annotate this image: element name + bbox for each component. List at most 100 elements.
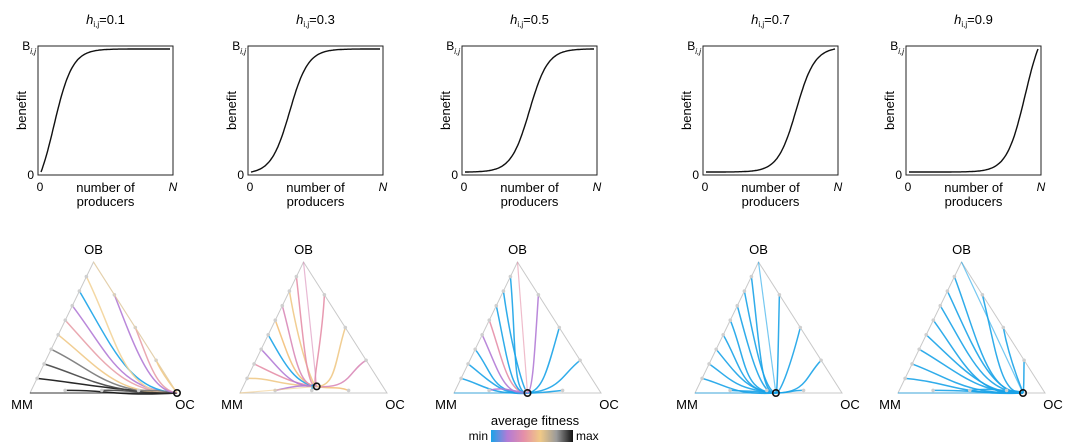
trajectory-start xyxy=(945,289,950,293)
trajectory-start xyxy=(473,347,478,352)
ymax-subscript: i,j xyxy=(695,47,701,56)
h-subscript: i,j xyxy=(758,20,764,29)
xlabel-line1: number of xyxy=(76,180,135,195)
trajectory xyxy=(316,327,347,388)
trajectory-start xyxy=(924,333,928,337)
trajectory-start xyxy=(819,358,823,363)
trajectory-start xyxy=(49,347,53,352)
trajectory-start xyxy=(721,333,725,337)
trajectory-start xyxy=(70,303,75,308)
xlabel-line1: number of xyxy=(741,180,800,195)
trajectory-start xyxy=(728,318,733,323)
trajectory-start xyxy=(980,293,985,297)
vertex-top-label: OB xyxy=(952,242,971,257)
trajectory-start xyxy=(917,347,921,352)
h-symbol: h xyxy=(296,12,303,27)
simplex-1: OB MM OC xyxy=(11,242,195,412)
trajectory xyxy=(495,305,528,394)
x0-label: 0 xyxy=(461,180,468,194)
equilibrium-point xyxy=(771,388,780,397)
h-value: =0.9 xyxy=(967,12,993,27)
ymax-subscript: i,j xyxy=(454,47,460,56)
y0-label: 0 xyxy=(451,168,458,182)
trajectory-start xyxy=(728,388,732,393)
xlabel-line1: number of xyxy=(286,180,345,195)
vertex-right-label: OC xyxy=(385,397,405,412)
h-subscript: i,j xyxy=(93,20,99,29)
trajectory-start xyxy=(938,303,943,308)
trajectory-start xyxy=(487,388,491,393)
h-symbol: h xyxy=(751,12,758,27)
xlabel-line2: producers xyxy=(287,194,345,209)
trajectory xyxy=(932,319,1024,394)
h-symbol: h xyxy=(86,12,93,27)
trajectory-start xyxy=(466,362,470,366)
trajectory xyxy=(316,359,367,388)
vertex-right-label: OC xyxy=(1043,397,1063,412)
trajectory xyxy=(775,327,802,394)
vertex-top-label: OB xyxy=(84,242,103,257)
trajectory-start xyxy=(910,362,914,366)
panel-title: hi,j=0.7 xyxy=(751,12,790,29)
trajectory-start xyxy=(735,303,740,308)
trajectory-start xyxy=(1001,325,1006,330)
trajectory-start xyxy=(798,325,803,330)
trajectory-start xyxy=(245,376,249,381)
ymax-letter: B xyxy=(22,39,30,53)
trajectory-start xyxy=(364,358,368,363)
trajectory-start xyxy=(100,388,104,393)
trajectory-start xyxy=(931,388,935,393)
trajectory-start xyxy=(952,274,957,279)
trajectory-start xyxy=(536,293,541,297)
h-subscript: i,j xyxy=(517,20,523,29)
trajectory xyxy=(527,294,540,394)
trajectory-start xyxy=(742,289,747,293)
ymax-subscript: i,j xyxy=(898,47,904,56)
trajectory-start xyxy=(931,318,936,323)
legend-min-label: min xyxy=(469,429,488,443)
trajectory-start xyxy=(707,362,711,366)
xlabel-line1: number of xyxy=(500,180,559,195)
trajectory-start xyxy=(84,274,89,279)
trajectory xyxy=(527,359,581,394)
edge-flow xyxy=(302,261,318,387)
simplex-2: OB MM OC xyxy=(221,242,405,412)
edge-flow xyxy=(757,261,777,394)
trajectory-start xyxy=(322,293,327,297)
trajectory-start xyxy=(508,274,513,279)
simplex-5: OB MM OC xyxy=(879,242,1063,412)
trajectory-start xyxy=(557,325,562,330)
y0-label: 0 xyxy=(237,168,244,182)
edge-flow xyxy=(960,261,1024,394)
trajectory-start xyxy=(259,347,264,352)
panel-title: hi,j=0.1 xyxy=(86,12,125,29)
vertex-left-label: MM xyxy=(676,397,698,412)
trajectory-start xyxy=(480,333,485,337)
ymax-letter: B xyxy=(890,39,898,53)
ymax-subscript: i,j xyxy=(240,47,246,56)
trajectory-start xyxy=(968,388,972,393)
vertex-left-label: MM xyxy=(879,397,901,412)
simplex-frame xyxy=(694,260,843,394)
vertex-right-label: OC xyxy=(599,397,619,412)
vertex-left-label: MM xyxy=(221,397,243,412)
trajectory xyxy=(85,276,178,394)
xlabel-line2: producers xyxy=(945,194,1003,209)
ymax-letter: B xyxy=(232,39,240,53)
trajectory-start xyxy=(1022,358,1026,363)
edge-flow xyxy=(239,385,317,394)
trajectory xyxy=(743,290,777,394)
simplex-frame xyxy=(239,260,388,394)
h-symbol: h xyxy=(954,12,961,27)
equilibrium-point xyxy=(1018,388,1027,397)
ylabel: benefit xyxy=(14,91,29,130)
xmax-label: N xyxy=(834,180,843,194)
trajectory-start xyxy=(801,388,806,393)
simplex-4: OB MM OC xyxy=(676,242,860,412)
trajectory-start xyxy=(578,358,582,363)
plot-frame xyxy=(461,45,598,176)
trajectory-start xyxy=(136,388,141,393)
